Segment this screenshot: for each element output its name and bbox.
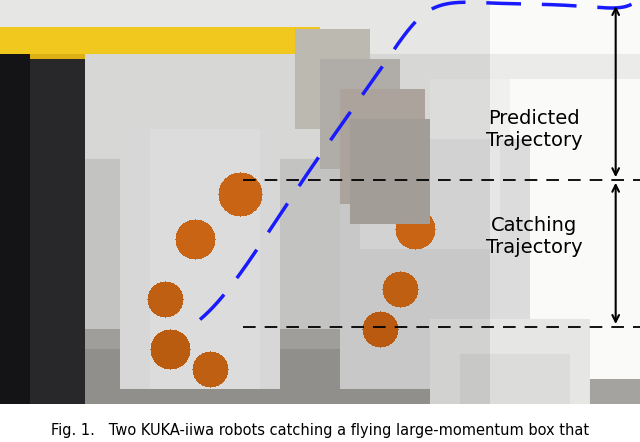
Text: Fig. 1.   Two KUKA-iiwa robots catching a flying large-momentum box that: Fig. 1. Two KUKA-iiwa robots catching a … [51,423,589,438]
Text: Predicted
Trajectory: Predicted Trajectory [486,109,582,150]
Text: Catching
Trajectory: Catching Trajectory [486,216,582,257]
